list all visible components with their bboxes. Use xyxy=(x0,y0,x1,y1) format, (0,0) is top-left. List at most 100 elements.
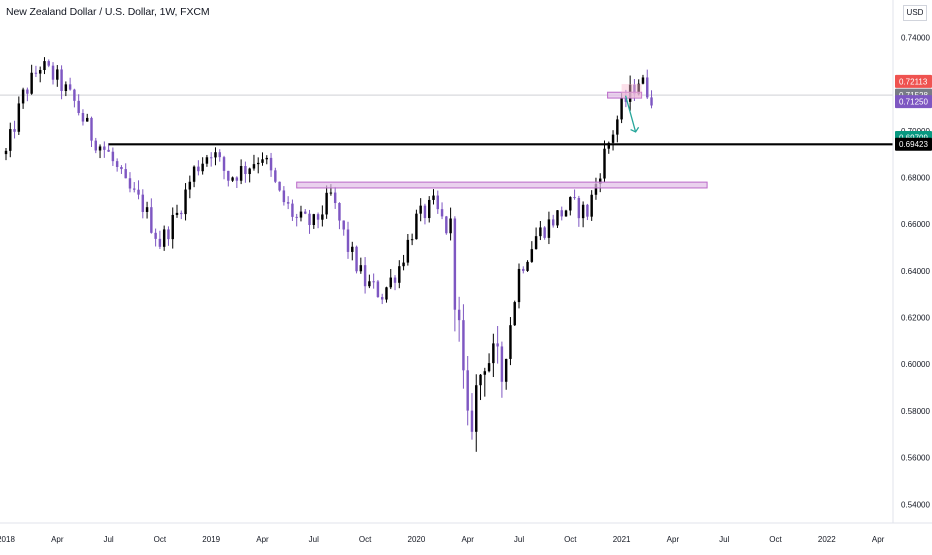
time-tick-label: 2019 xyxy=(202,535,220,544)
candle-body xyxy=(487,363,491,372)
demand-zone-rect xyxy=(296,181,708,189)
candle-body xyxy=(573,197,576,199)
candle-body xyxy=(77,100,80,114)
candle-body xyxy=(235,177,239,181)
candle-body xyxy=(479,374,482,386)
candle-body xyxy=(26,89,29,94)
arrow-head-icon xyxy=(630,126,640,133)
candle-body xyxy=(43,61,46,71)
candle-body xyxy=(530,249,534,262)
candle-body xyxy=(252,164,256,169)
candle-body xyxy=(586,204,589,217)
candle-body xyxy=(402,262,405,267)
resistance-zone-rect xyxy=(607,91,643,99)
candle-body xyxy=(483,371,487,375)
candle-body xyxy=(51,65,55,80)
candle-body xyxy=(603,148,606,179)
candle-body xyxy=(517,268,521,303)
candle-body xyxy=(90,117,93,141)
candle-body xyxy=(556,210,559,226)
drawings-layer[interactable] xyxy=(108,84,893,189)
candle-body xyxy=(141,194,145,212)
candle-body xyxy=(526,261,529,271)
price-tick-label: 0.54000 xyxy=(901,500,930,509)
candle-body xyxy=(261,159,264,163)
candle-body xyxy=(372,281,375,283)
candle-body xyxy=(47,61,50,66)
candle-body xyxy=(564,210,568,217)
candle-body xyxy=(522,268,525,271)
candle-body xyxy=(21,89,25,104)
candle-body xyxy=(607,142,610,149)
candle-body xyxy=(449,218,452,234)
candle-body xyxy=(158,238,162,247)
price-tag-label: 0.69423 xyxy=(899,140,928,149)
time-axis[interactable]: 2018 Apr Jul Oct 2019 Apr Jul Oct 2020 Apr Jul Oct 2… xyxy=(0,522,932,544)
time-tick-label: 2021 xyxy=(613,535,631,544)
candle-body xyxy=(257,162,260,165)
candle-body xyxy=(534,236,538,250)
candle-body xyxy=(355,246,358,272)
candle-body xyxy=(432,195,435,200)
candle-body xyxy=(624,97,628,102)
time-tick-label: 2018 xyxy=(0,535,15,544)
candle-body xyxy=(457,309,461,321)
candle-body xyxy=(171,214,174,240)
candle-body xyxy=(269,157,273,171)
candle-body xyxy=(539,227,542,237)
candle-body xyxy=(509,325,512,359)
candle-body xyxy=(295,216,298,218)
candle-body xyxy=(56,69,59,80)
price-tag-purple xyxy=(895,95,932,109)
time-tick-label: Jul xyxy=(103,535,113,544)
price-tick-label: 0.58000 xyxy=(901,407,930,416)
price-tag-red xyxy=(895,74,932,88)
candle-body xyxy=(244,166,247,175)
candle-body xyxy=(278,181,281,191)
candle-body xyxy=(120,167,123,170)
candle-body xyxy=(124,169,127,179)
candle-body xyxy=(111,151,115,162)
candle-body xyxy=(513,302,516,326)
time-tick-label: Apr xyxy=(256,535,269,544)
time-tick-label: Oct xyxy=(769,535,782,544)
candle-body xyxy=(239,166,243,181)
time-tick-label: Apr xyxy=(872,535,885,544)
candle-body xyxy=(368,281,371,287)
candle-body xyxy=(389,277,392,288)
candle-body xyxy=(333,192,337,204)
candle-body xyxy=(282,190,286,203)
candle-body xyxy=(222,157,226,171)
candle-body xyxy=(274,170,277,182)
candle-body xyxy=(496,343,499,347)
candle-body xyxy=(551,219,555,226)
candle-body xyxy=(500,346,504,382)
candle-body xyxy=(351,246,354,252)
currency-selector[interactable]: USD xyxy=(903,5,927,21)
candle-body xyxy=(492,343,495,364)
candle-body xyxy=(128,178,132,189)
candle-body xyxy=(167,229,170,240)
candle-body xyxy=(60,69,63,91)
candle-body xyxy=(440,209,444,217)
candle-body xyxy=(73,89,76,101)
candle-body xyxy=(428,199,431,219)
candle-body xyxy=(560,210,563,217)
time-tick-label: Oct xyxy=(154,535,167,544)
candle-body xyxy=(133,188,136,190)
projection-box xyxy=(621,84,642,99)
price-tag-black xyxy=(895,137,932,151)
candle-body xyxy=(398,266,401,283)
candle-body xyxy=(423,205,427,219)
candle-body xyxy=(299,211,303,218)
candle-body xyxy=(64,84,68,91)
candle-body xyxy=(637,83,640,95)
candle-body xyxy=(462,320,465,371)
candle-body xyxy=(201,163,204,172)
candle-body xyxy=(646,77,649,98)
candle-body xyxy=(504,358,508,382)
candle-body xyxy=(466,370,469,411)
candle-body xyxy=(214,152,217,158)
